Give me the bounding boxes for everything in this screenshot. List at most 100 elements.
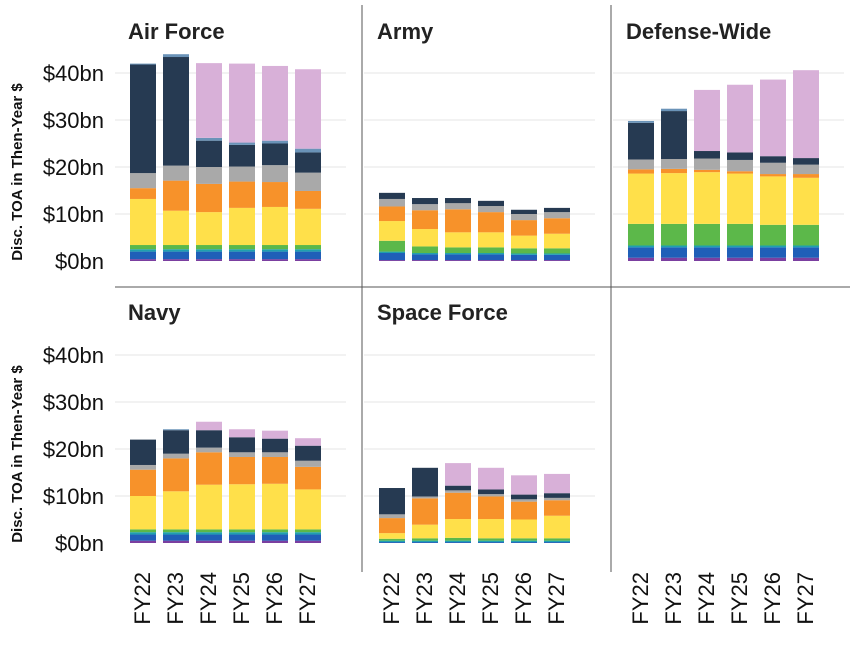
bar-segment bbox=[262, 251, 288, 260]
bar-segment bbox=[544, 212, 570, 219]
bar-segment bbox=[478, 260, 504, 261]
bar-segment bbox=[544, 497, 570, 501]
bar-segment bbox=[445, 260, 471, 261]
bar-segment bbox=[412, 467, 438, 497]
bar-segment bbox=[544, 207, 570, 213]
panel-dividers bbox=[115, 5, 850, 572]
bar-segment bbox=[262, 165, 288, 183]
bar-segment bbox=[661, 245, 687, 248]
bar-segment bbox=[445, 247, 471, 254]
bar-segment bbox=[130, 464, 156, 470]
bar-segment bbox=[727, 159, 753, 172]
bar-segment bbox=[760, 156, 786, 163]
bar-segment bbox=[295, 534, 321, 541]
bar-segment bbox=[229, 249, 255, 252]
bar-segment bbox=[130, 532, 156, 535]
bar-segment bbox=[229, 540, 255, 543]
bar-segment bbox=[262, 182, 288, 207]
bar-segment bbox=[445, 209, 471, 233]
bar-segment bbox=[295, 532, 321, 535]
bar-segment bbox=[196, 447, 222, 453]
bar-segment bbox=[163, 540, 189, 543]
x-tick-label: FY25 bbox=[478, 572, 503, 625]
bar-segment bbox=[478, 496, 504, 520]
bar-segment bbox=[163, 54, 189, 58]
bar-segment bbox=[262, 249, 288, 252]
bar-segment bbox=[196, 183, 222, 213]
bar-segment bbox=[511, 220, 537, 236]
bar-segment bbox=[379, 540, 405, 543]
bar-segment bbox=[544, 260, 570, 261]
bar-segment bbox=[295, 251, 321, 260]
bar-segment bbox=[628, 257, 654, 261]
bar-segment bbox=[661, 257, 687, 261]
bar-segment bbox=[379, 518, 405, 534]
bar-segment bbox=[412, 260, 438, 261]
bar-segment bbox=[295, 148, 321, 153]
bar-segment bbox=[130, 529, 156, 533]
bar-segment bbox=[793, 257, 819, 261]
y-tick-label: $0bn bbox=[55, 531, 104, 556]
panel-title: Navy bbox=[128, 300, 181, 325]
bar-segment bbox=[295, 259, 321, 261]
bar-segment bbox=[163, 210, 189, 246]
bar-segment bbox=[445, 519, 471, 538]
bar-segment bbox=[163, 249, 189, 252]
bar-segment bbox=[262, 540, 288, 543]
bar-segment bbox=[478, 247, 504, 254]
bar-segment bbox=[760, 162, 786, 175]
x-tick-label: FY25 bbox=[727, 572, 752, 625]
bar-segment bbox=[163, 245, 189, 250]
bar-segment bbox=[196, 251, 222, 260]
y-tick-label: $20bn bbox=[43, 437, 104, 462]
bar-segment bbox=[544, 233, 570, 249]
bar-segment bbox=[130, 63, 156, 65]
bar-segment bbox=[445, 203, 471, 210]
bar-segment bbox=[694, 151, 720, 159]
bar-segment bbox=[229, 452, 255, 457]
bar-segment bbox=[478, 538, 504, 541]
bar-segment bbox=[511, 209, 537, 214]
bar-segment bbox=[694, 172, 720, 224]
x-tick-label: FY26 bbox=[262, 572, 287, 625]
bar-segment bbox=[295, 445, 321, 461]
bar-segment bbox=[379, 253, 405, 261]
bar-segment bbox=[628, 245, 654, 248]
panel-title: Army bbox=[377, 19, 434, 44]
bar-segment bbox=[727, 223, 753, 246]
x-tick-label: FY25 bbox=[229, 572, 254, 625]
y-tick-label: $10bn bbox=[43, 202, 104, 227]
bar-segment bbox=[295, 460, 321, 467]
bar-segment bbox=[544, 540, 570, 543]
panel-title: Defense-Wide bbox=[626, 19, 771, 44]
bar-segment bbox=[295, 172, 321, 191]
bar-segment bbox=[478, 212, 504, 233]
bar-segment bbox=[793, 247, 819, 258]
bar-segment bbox=[511, 253, 537, 255]
bar-segment bbox=[130, 251, 156, 260]
bar-segment bbox=[130, 540, 156, 543]
bar-segment bbox=[130, 469, 156, 496]
x-tick-label: FY26 bbox=[760, 572, 785, 625]
y-tick-label: $40bn bbox=[43, 61, 104, 86]
bar-segment bbox=[196, 137, 222, 141]
bar-segment bbox=[445, 492, 471, 520]
bar-segment bbox=[412, 524, 438, 539]
panel-title: Space Force bbox=[377, 300, 508, 325]
bar-segment bbox=[661, 108, 687, 112]
bar-segment bbox=[628, 247, 654, 258]
bar-segment bbox=[412, 229, 438, 247]
bar-segment bbox=[478, 494, 504, 497]
bar-segment bbox=[196, 532, 222, 535]
bar-segment bbox=[445, 490, 471, 493]
bar-segment bbox=[478, 467, 504, 490]
bar-segment bbox=[511, 542, 537, 543]
bar-segment bbox=[412, 496, 438, 499]
bar-segment bbox=[661, 168, 687, 174]
bar-segment bbox=[130, 188, 156, 199]
bar-segment bbox=[295, 208, 321, 246]
bar-segment bbox=[196, 212, 222, 246]
bar-segment bbox=[379, 488, 405, 515]
bar-segment bbox=[727, 257, 753, 261]
bar-segment bbox=[163, 180, 189, 211]
